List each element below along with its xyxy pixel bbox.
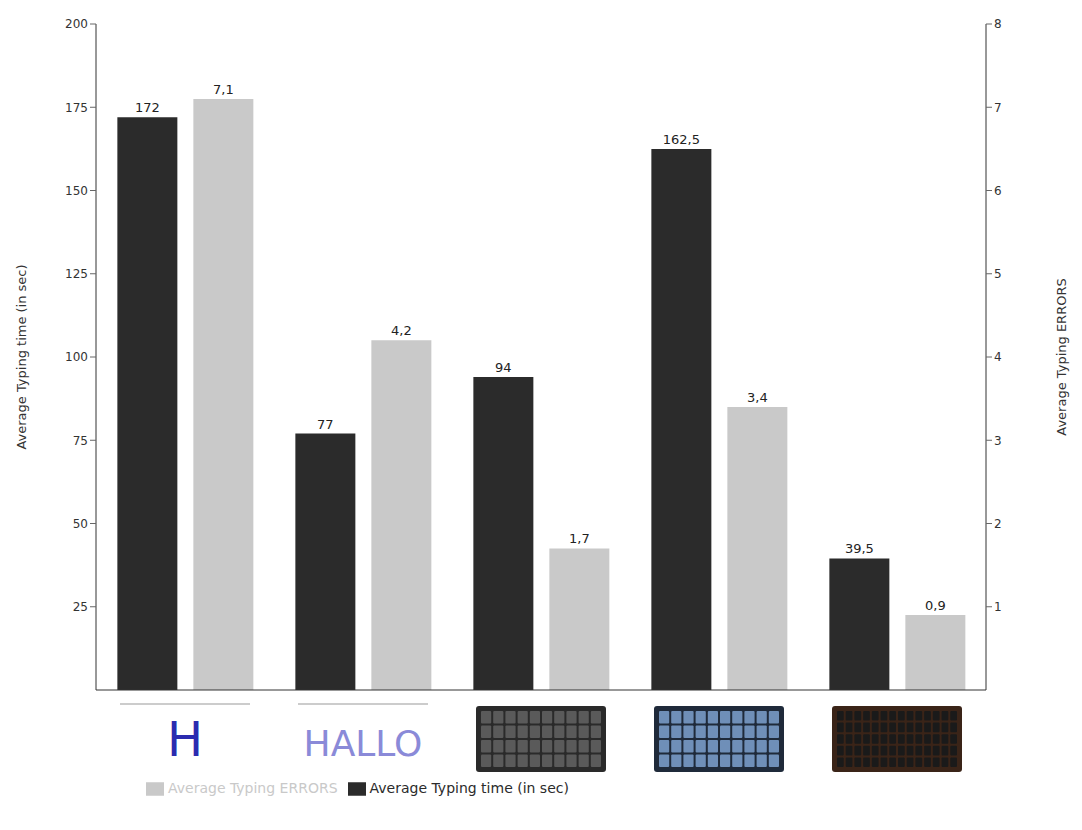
svg-text:4,2: 4,2 — [391, 323, 412, 338]
html-text:Average Typing ERRORS: Average Typing ERRORS — [168, 780, 338, 796]
svg-text:125: 125 — [65, 267, 88, 281]
svg-text:6: 6 — [994, 184, 1002, 198]
svg-text:3,4: 3,4 — [747, 390, 768, 405]
svg-text:50: 50 — [73, 517, 88, 531]
svg-text:7: 7 — [994, 101, 1002, 115]
svg-text:200: 200 — [65, 17, 88, 31]
svg-text:HALLO: HALLO — [304, 723, 423, 764]
svg-text:2: 2 — [994, 517, 1002, 531]
svg-text:3: 3 — [994, 434, 1002, 448]
svg-text:150: 150 — [65, 184, 88, 198]
svg-text:0,9: 0,9 — [925, 598, 946, 613]
svg-text:4: 4 — [994, 350, 1002, 364]
svg-text:77: 77 — [317, 417, 334, 432]
svg-text:1: 1 — [994, 600, 1002, 614]
svg-text:8: 8 — [994, 17, 1002, 31]
svg-text:39,5: 39,5 — [845, 541, 874, 556]
svg-text:1,7: 1,7 — [569, 531, 590, 546]
svg-text:25: 25 — [73, 600, 88, 614]
svg-text:Average Typing ERRORS: Average Typing ERRORS — [1054, 278, 1069, 435]
svg-text:5: 5 — [994, 267, 1002, 281]
svg-text:94: 94 — [495, 360, 512, 375]
svg-text:172: 172 — [135, 100, 160, 115]
html-text:Average Typing time (in sec): Average Typing time (in sec) — [369, 780, 569, 796]
svg-text:75: 75 — [73, 434, 88, 448]
svg-text:100: 100 — [65, 350, 88, 364]
svg-text:H: H — [167, 711, 203, 767]
svg-text:175: 175 — [65, 101, 88, 115]
svg-text:7,1: 7,1 — [213, 82, 234, 97]
svg-text:162,5: 162,5 — [663, 132, 700, 147]
svg-text:Average Typing time (in sec): Average Typing time (in sec) — [14, 264, 29, 449]
